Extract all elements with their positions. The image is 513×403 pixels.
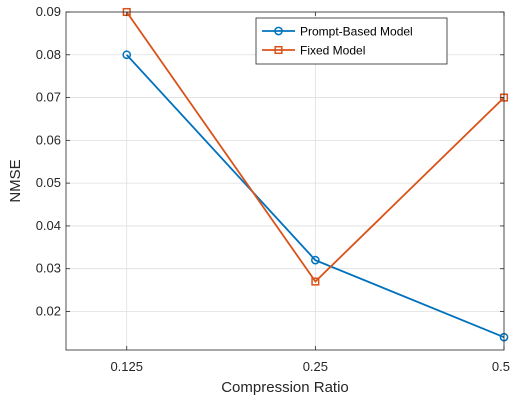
series-line-1 — [125, 11, 505, 283]
y-tick-label: 0.09 — [36, 4, 61, 19]
x-tick-label: 0.125 — [110, 359, 143, 374]
legend-label: Prompt-Based Model — [300, 25, 413, 39]
plot-frame — [65, 11, 505, 351]
y-axis-label: NMSE — [7, 159, 24, 202]
legend-label: Fixed Model — [300, 44, 365, 58]
y-tick-label: 0.07 — [36, 90, 61, 105]
legend-marker — [274, 45, 283, 55]
data-point — [311, 277, 320, 286]
legend-box — [255, 17, 448, 65]
y-tick-label: 0.05 — [36, 175, 61, 190]
legend-marker — [274, 26, 283, 36]
data-point — [122, 50, 132, 60]
series-line-0 — [126, 54, 505, 339]
x-tick-label: 0.5 — [492, 359, 510, 374]
data-point — [311, 255, 320, 265]
x-axis-label: Compression Ratio — [221, 379, 349, 396]
ticks: 0.02 0.03 0.04 0.05 0.06 0.07 0.08 0.09 0.125 0.2… — [36, 4, 510, 374]
x-tick-label: 0.25 — [303, 359, 328, 374]
y-tick-label: 0.02 — [36, 303, 61, 318]
y-tick-label: 0.08 — [36, 47, 61, 62]
y-tick-label: 0.03 — [36, 261, 61, 276]
y-tick-label: 0.04 — [36, 218, 61, 233]
y-tick-label: 0.06 — [36, 132, 61, 147]
legend: Prompt-Based Model Fixed Model — [255, 17, 448, 65]
